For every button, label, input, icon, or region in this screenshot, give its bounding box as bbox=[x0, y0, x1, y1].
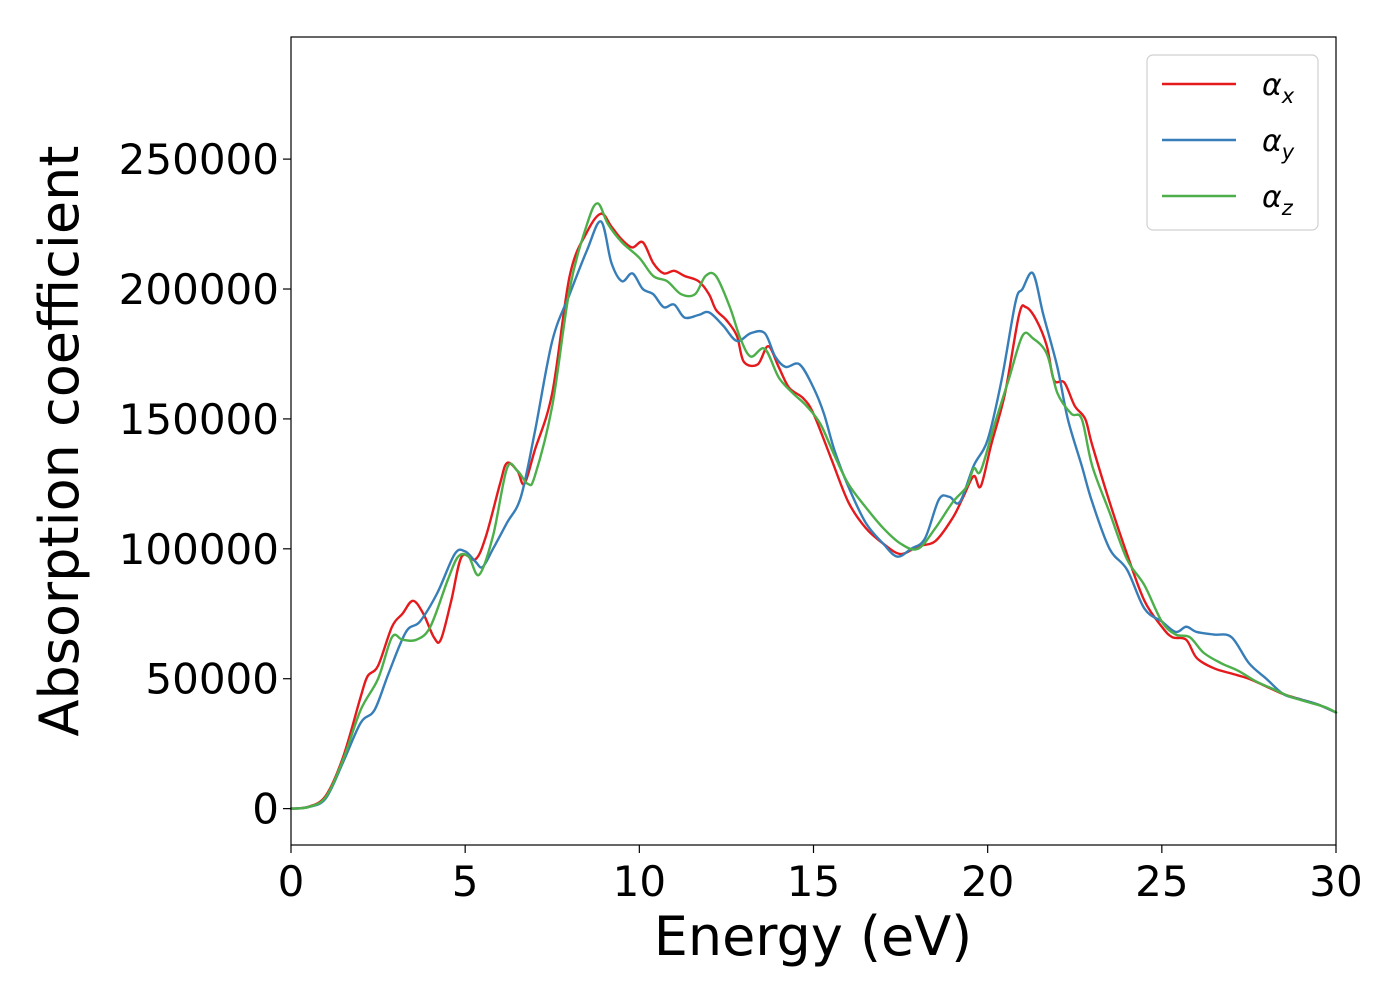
legend-label-alpha-x: αx bbox=[1262, 68, 1295, 108]
series-line-alpha-x bbox=[289, 212, 1338, 810]
x-axis-label: Energy (eV) bbox=[654, 905, 973, 968]
series-line-alpha-y bbox=[289, 220, 1338, 810]
y-tick-label: 50000 bbox=[145, 655, 279, 704]
legend-label-subscript: z bbox=[1281, 196, 1294, 220]
plot-area-frame bbox=[290, 36, 1337, 846]
legend-label-symbol: α bbox=[1262, 124, 1282, 159]
y-tick-label: 0 bbox=[252, 785, 279, 834]
legend-box bbox=[1146, 54, 1319, 231]
x-tick-label: 25 bbox=[1135, 857, 1188, 906]
y-tick-label: 200000 bbox=[119, 265, 279, 314]
series-layer bbox=[289, 202, 1338, 810]
legend-label-subscript: y bbox=[1281, 140, 1295, 164]
x-tick-label: 30 bbox=[1309, 857, 1362, 906]
legend-label-subscript: x bbox=[1281, 84, 1295, 108]
legend-label-symbol: α bbox=[1262, 68, 1282, 103]
x-tick-label: 0 bbox=[278, 857, 305, 906]
y-axis-label: Absorption coefficient bbox=[28, 146, 91, 737]
x-tick-label: 15 bbox=[787, 857, 840, 906]
legend-label-symbol: α bbox=[1262, 180, 1282, 215]
y-tick-label: 250000 bbox=[119, 135, 279, 184]
y-tick-label: 150000 bbox=[119, 395, 279, 444]
series-line-alpha-z bbox=[289, 202, 1338, 810]
legend-label-alpha-y: αy bbox=[1262, 124, 1295, 164]
x-tick-label: 5 bbox=[452, 857, 479, 906]
y-tick-label: 100000 bbox=[119, 525, 279, 574]
legend-label-alpha-z: αz bbox=[1262, 180, 1294, 220]
x-tick-label: 10 bbox=[613, 857, 666, 906]
x-tick-label: 20 bbox=[961, 857, 1014, 906]
tick-layer: 0 5 10 15 20 25 30 0 50000 100000 150000 200000 2500… bbox=[119, 135, 1363, 906]
